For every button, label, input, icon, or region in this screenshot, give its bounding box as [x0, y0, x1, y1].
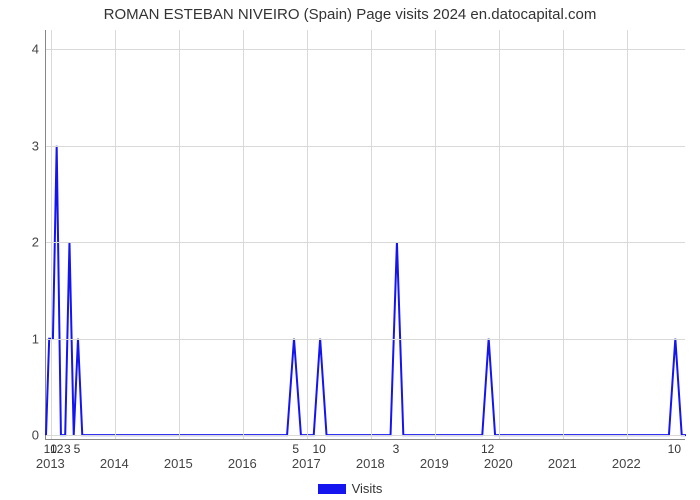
plot-area	[45, 30, 685, 440]
y-tick-label: 3	[23, 138, 39, 153]
legend-label: Visits	[352, 481, 383, 496]
gridline-h	[46, 49, 685, 50]
value-label: 3	[64, 442, 71, 456]
x-tick-label: 2016	[228, 456, 257, 471]
value-label: 5	[292, 442, 299, 456]
y-tick-label: 2	[23, 235, 39, 250]
gridline-v	[243, 30, 244, 439]
gridline-v	[499, 30, 500, 439]
y-tick-label: 0	[23, 428, 39, 443]
gridline-h	[46, 146, 685, 147]
legend: Visits	[0, 480, 700, 496]
legend-swatch	[318, 484, 346, 494]
gridline-v	[115, 30, 116, 439]
x-tick-label: 2022	[612, 456, 641, 471]
value-label: 5	[74, 442, 81, 456]
gridline-h	[46, 435, 685, 436]
gridline-v	[563, 30, 564, 439]
x-tick-label: 2017	[292, 456, 321, 471]
value-label: 10	[668, 442, 681, 456]
value-label: 3	[393, 442, 400, 456]
x-tick-label: 2018	[356, 456, 385, 471]
gridline-v	[435, 30, 436, 439]
gridline-v	[307, 30, 308, 439]
chart-container: ROMAN ESTEBAN NIVEIRO (Spain) Page visit…	[0, 0, 700, 500]
x-tick-label: 2021	[548, 456, 577, 471]
value-label: 10	[312, 442, 325, 456]
y-tick-label: 4	[23, 42, 39, 57]
gridline-h	[46, 242, 685, 243]
value-label: 12	[50, 442, 63, 456]
gridline-h	[46, 339, 685, 340]
x-tick-label: 2014	[100, 456, 129, 471]
x-tick-label: 2015	[164, 456, 193, 471]
gridline-v	[627, 30, 628, 439]
y-tick-label: 1	[23, 331, 39, 346]
gridline-v	[51, 30, 52, 439]
x-tick-label: 2013	[36, 456, 65, 471]
gridline-v	[179, 30, 180, 439]
x-tick-label: 2020	[484, 456, 513, 471]
x-tick-label: 2019	[420, 456, 449, 471]
chart-title: ROMAN ESTEBAN NIVEIRO (Spain) Page visit…	[0, 6, 700, 23]
line-series	[46, 30, 686, 440]
value-label: 12	[481, 442, 494, 456]
gridline-v	[371, 30, 372, 439]
